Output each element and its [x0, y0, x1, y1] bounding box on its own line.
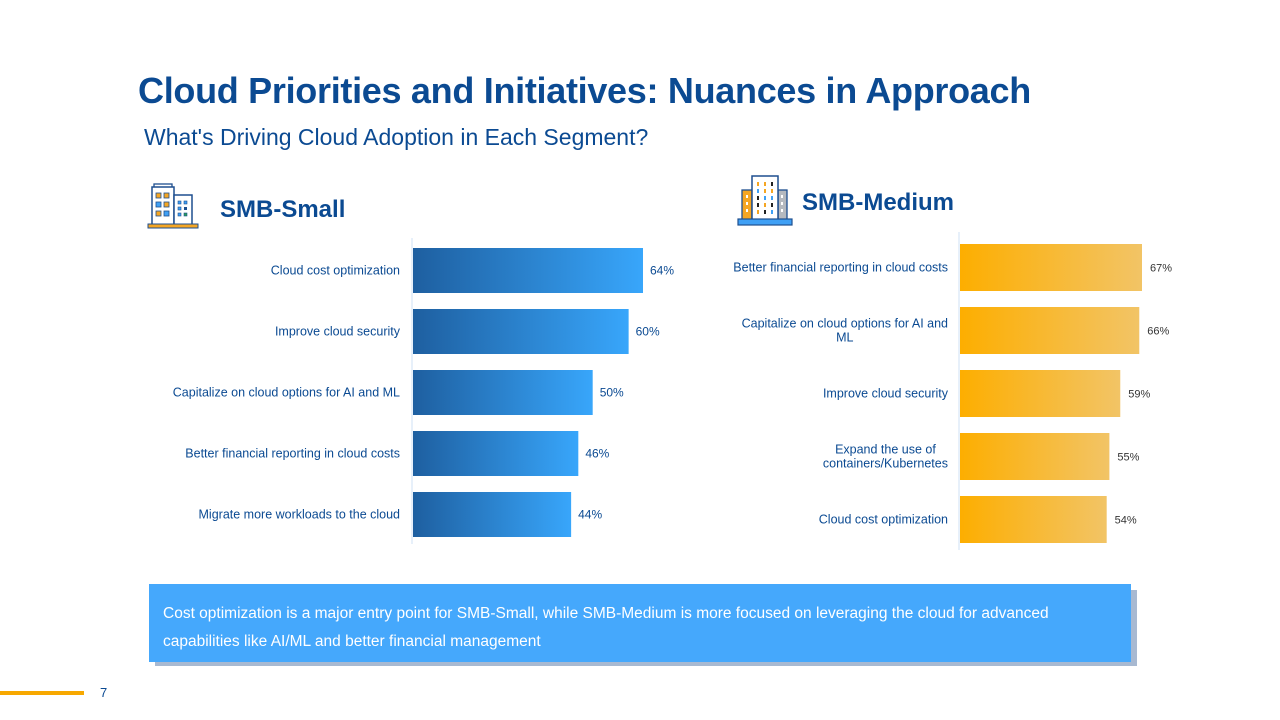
skyscraper-icon: [736, 172, 794, 233]
category-label: Migrate more workloads to the cloud: [199, 508, 401, 522]
value-label: 50%: [600, 386, 624, 400]
value-label: 46%: [585, 447, 609, 461]
key-insight-callout: Cost optimization is a major entry point…: [149, 584, 1131, 662]
category-label: ML: [836, 331, 853, 345]
category-label: Capitalize on cloud options for AI and M…: [173, 386, 400, 400]
value-label: 54%: [1115, 515, 1137, 527]
bar-0: [960, 244, 1142, 291]
bar-chart-smb-medium: 67% Better financial reporting in cloud c…: [733, 232, 1172, 550]
category-label: Improve cloud security: [823, 387, 949, 401]
category-label: Better financial reporting in cloud cost…: [185, 447, 400, 461]
bar-2: [413, 370, 593, 415]
segment-title-small: SMB-Small: [220, 195, 346, 223]
category-label: Better financial reporting in cloud cost…: [733, 261, 948, 275]
value-label: 66%: [1147, 326, 1169, 338]
bar-3: [960, 433, 1110, 480]
value-label: 44%: [578, 508, 602, 522]
page-subtitle: What's Driving Cloud Adoption in Each Se…: [144, 124, 649, 150]
bar-2: [960, 370, 1121, 417]
office-building-icon: [146, 182, 200, 237]
segment-header-medium: SMB-Medium: [736, 172, 954, 233]
category-label: Cloud cost optimization: [819, 513, 948, 527]
value-label: 64%: [650, 264, 674, 278]
category-label: containers/Kubernetes: [823, 457, 948, 471]
footer-accent-line: [0, 691, 84, 695]
page-title: Cloud Priorities and Initiatives: Nuance…: [138, 70, 1031, 111]
value-label: 59%: [1128, 389, 1150, 401]
value-label: 67%: [1150, 263, 1172, 275]
bar-1: [413, 309, 629, 354]
category-label: Capitalize on cloud options for AI and: [742, 317, 948, 331]
value-label: 55%: [1117, 452, 1139, 464]
bar-3: [413, 431, 579, 476]
segment-title-medium: SMB-Medium: [802, 188, 954, 216]
segment-header-small: SMB-Small: [146, 182, 345, 237]
bar-1: [960, 307, 1140, 354]
bar-chart-smb-small: 64% Cloud cost optimization 60% Improve clo…: [173, 238, 674, 544]
category-label: Cloud cost optimization: [271, 264, 400, 278]
category-label: Expand the use of: [835, 443, 936, 457]
bar-0: [413, 248, 643, 293]
chart-smb-small: 64% Cloud cost optimization 60% Improve clo…: [140, 238, 700, 548]
bar-4: [960, 496, 1107, 543]
value-label: 60%: [636, 325, 660, 339]
page-number: 7: [100, 685, 108, 700]
bar-4: [413, 492, 572, 537]
category-label: Improve cloud security: [275, 325, 401, 339]
chart-smb-medium: 67% Better financial reporting in cloud c…: [730, 232, 1190, 554]
